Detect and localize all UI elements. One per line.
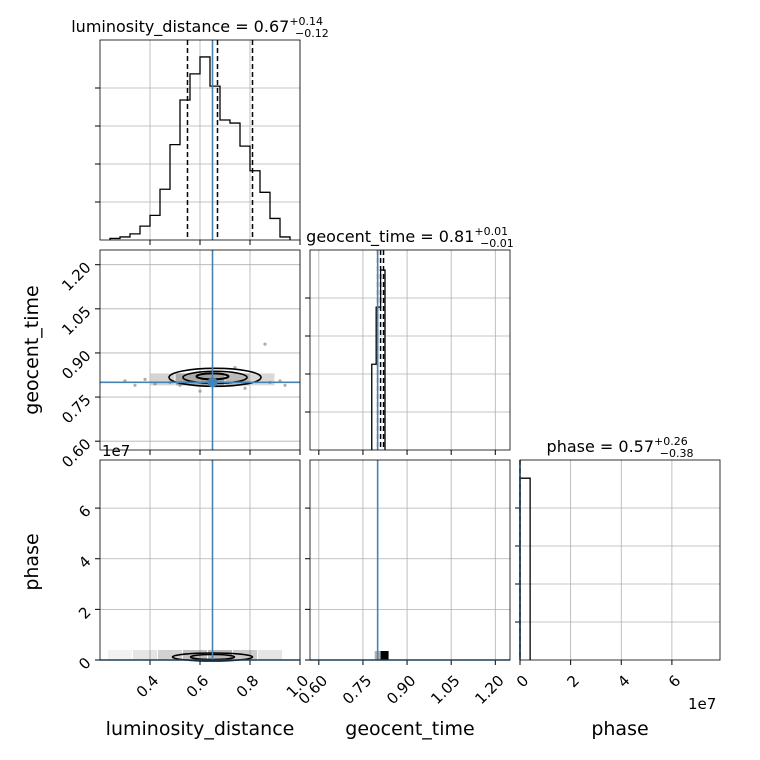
- tick-label-x-phase: 2: [564, 672, 583, 691]
- panel-frame: [99, 459, 301, 661]
- histogram-panel-phase: [515, 459, 721, 665]
- panel-frame: [519, 459, 721, 661]
- tick-label-x-geocent_time: 1.20: [471, 672, 507, 708]
- sample-point: [198, 389, 202, 393]
- tick-label-y-geocent_time: 0.90: [58, 347, 94, 383]
- histogram-step: [519, 477, 531, 660]
- ylabel-geocent-time: geocent_time: [21, 285, 43, 414]
- tick-label-y-phase: 6: [75, 502, 94, 521]
- truth-marker: [207, 377, 218, 388]
- tick-label-y-geocent_time: 0.60: [58, 435, 94, 471]
- density-cell: [108, 650, 132, 660]
- sample-point: [283, 383, 287, 387]
- title-phase: phase = 0.57+0.26 −0.38: [547, 435, 694, 460]
- title-luminosity-distance: luminosity_distance = 0.67+0.14 −0.12: [71, 15, 329, 40]
- title-geocent-time: geocent_time = 0.81+0.01 −0.01: [306, 225, 514, 250]
- tick-label-x-geocent_time: 0.90: [383, 672, 419, 708]
- histogram-panel-geocent_time: [305, 249, 511, 455]
- scatter-panel-luminosity_distance-phase: [95, 459, 301, 665]
- ylabel-phase: phase: [21, 533, 43, 590]
- tick-label-y-geocent_time: 0.75: [58, 391, 94, 427]
- tick-label-x-phase: 4: [614, 672, 633, 691]
- tick-label-x-geocent_time: 0.75: [339, 672, 375, 708]
- sample-point: [133, 383, 137, 387]
- panel-frame: [99, 249, 301, 451]
- tick-label-y-phase: 0: [75, 654, 94, 673]
- sample-point: [263, 342, 267, 346]
- scatter-panel-geocent_time-phase: [305, 459, 511, 665]
- density-cell: [374, 651, 383, 660]
- xlabel-phase: phase: [591, 718, 648, 740]
- x-offset-label-phase: 1e7: [688, 695, 716, 713]
- panel-frame: [309, 459, 511, 661]
- tick-label-y-phase: 4: [75, 553, 94, 572]
- density-cell: [133, 650, 157, 660]
- scatter-panel-luminosity_distance-geocent_time: [95, 249, 301, 455]
- histogram-step: [109, 56, 291, 240]
- density-cell: [258, 650, 282, 660]
- tick-label-x-phase: 6: [665, 672, 684, 691]
- xlabel-luminosity-distance: luminosity_distance: [106, 718, 295, 740]
- tick-label-x-luminosity_distance: 0.6: [183, 672, 213, 702]
- panel-frame: [99, 39, 301, 241]
- histogram-panel-luminosity_distance: [95, 39, 301, 245]
- sample-point: [243, 386, 247, 390]
- tick-label-x-phase: 0: [513, 672, 532, 691]
- sample-point: [178, 383, 182, 387]
- density-cell: [380, 651, 389, 660]
- panel-frame: [309, 249, 511, 451]
- panels: 0.4 0.6 0.8 1.00.60 0.75 0.90 1.05 1.20 0 2 4 60.60…: [58, 39, 721, 708]
- sample-point: [143, 377, 147, 382]
- tick-label-y-phase: 2: [75, 603, 94, 622]
- density-cell: [158, 650, 182, 660]
- tick-label-x-geocent_time: 1.05: [427, 672, 463, 708]
- tick-label-y-geocent_time: 1.20: [58, 259, 94, 295]
- tick-label-x-luminosity_distance: 0.4: [133, 672, 163, 702]
- xlabel-geocent-time: geocent_time: [345, 718, 474, 740]
- tick-label-y-geocent_time: 1.05: [58, 303, 94, 339]
- tick-label-x-luminosity_distance: 0.8: [233, 672, 263, 702]
- row-offset-label: 1e7: [102, 442, 130, 460]
